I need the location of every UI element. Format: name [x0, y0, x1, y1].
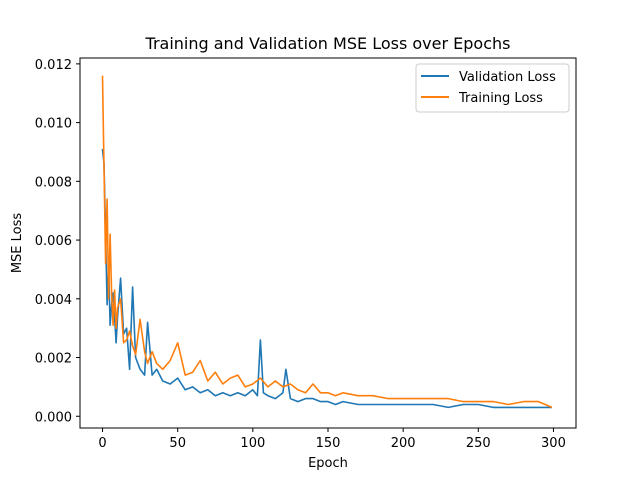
validation-loss-line [101, 148, 552, 409]
legend: Validation Loss Training Loss [415, 63, 570, 113]
series-layer [101, 75, 553, 409]
x-tick-label: 50 [169, 436, 186, 451]
y-axis: 0.000 0.002 0.004 0.006 0.008 0.010 0.012 [35, 58, 80, 425]
y-tick-label: 0.004 [35, 293, 72, 308]
y-tick-label: 0.000 [35, 410, 72, 425]
x-tick-label: 100 [240, 436, 265, 451]
y-tick-label: 0.012 [35, 58, 72, 73]
legend-box [415, 63, 570, 113]
y-tick-label: 0.006 [35, 234, 72, 249]
y-tick-label: 0.002 [35, 352, 72, 367]
x-tick-label: 250 [466, 436, 491, 451]
x-tick-label: 200 [391, 436, 416, 451]
y-tick-label: 0.010 [35, 117, 72, 132]
x-tick-label: 0 [98, 436, 106, 451]
x-axis-label: Epoch [308, 456, 348, 471]
chart-title: Training and Validation MSE Loss over Ep… [145, 34, 511, 53]
y-axis-label: MSE Loss [10, 213, 25, 274]
x-axis: 0 50 100 150 200 250 300 [98, 428, 566, 451]
legend-label-training: Training Loss [458, 91, 543, 106]
training-loss-line [101, 75, 553, 409]
x-tick-label: 300 [541, 436, 566, 451]
y-tick-label: 0.008 [35, 175, 72, 190]
x-tick-label: 150 [316, 436, 341, 451]
legend-label-validation: Validation Loss [459, 70, 556, 85]
